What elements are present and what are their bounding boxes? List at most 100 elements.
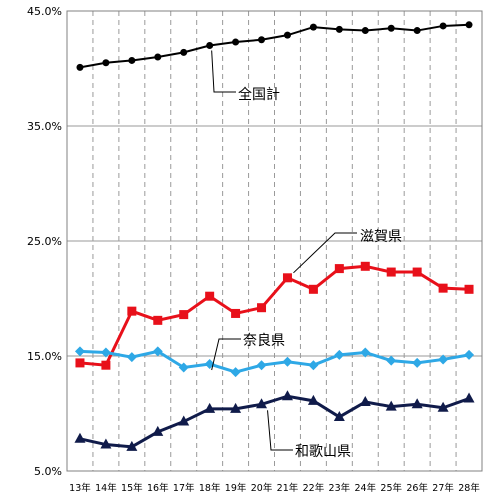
series-2: [74, 346, 475, 378]
data-point: [334, 349, 345, 360]
data-point: [231, 308, 241, 318]
leader-nara: [211, 338, 241, 371]
x-tick-label: 27年: [432, 482, 454, 494]
annotations: 全国計 滋賀県 奈良県 和歌山県: [211, 50, 402, 460]
data-point: [257, 303, 267, 313]
data-point: [258, 36, 266, 44]
data-point: [309, 23, 317, 31]
data-point: [256, 360, 267, 371]
y-tick-label: 5.0%: [34, 465, 62, 478]
x-tick-label: 16年: [147, 482, 169, 494]
data-point: [464, 284, 474, 294]
x-tick-label: 23年: [329, 482, 351, 494]
data-point: [232, 38, 240, 46]
data-point: [412, 357, 423, 368]
data-point: [153, 315, 163, 325]
series-line: [79, 264, 470, 367]
data-point: [206, 42, 214, 49]
x-tick-label: 17年: [173, 482, 195, 494]
series-label-nara: 奈良県: [243, 333, 285, 349]
x-axis: 13年 14年 15年 16年 17年 18年 19年 20年 21年 22年 23年 24年 25年 2…: [69, 482, 480, 494]
series-label-wakayama: 和歌山県: [295, 444, 351, 460]
data-point: [413, 27, 421, 35]
x-tick-label: 18年: [199, 482, 221, 494]
data-point: [437, 401, 449, 412]
x-tick-label: 19年: [225, 482, 247, 494]
x-tick-label: 28年: [458, 482, 480, 494]
data-point: [386, 355, 397, 366]
series-label-all-japan: 全国計: [238, 86, 280, 103]
data-point: [126, 352, 137, 363]
data-point: [178, 362, 189, 373]
x-tick-label: 15年: [121, 482, 143, 494]
data-point: [127, 306, 137, 316]
data-point: [282, 356, 293, 367]
data-point: [178, 415, 190, 426]
series-label-shiga: 滋賀県: [360, 229, 402, 245]
data-point: [438, 283, 448, 293]
data-point: [307, 394, 319, 405]
data-point: [152, 346, 163, 357]
data-point: [387, 24, 395, 32]
series-line: [79, 394, 470, 449]
data-point: [282, 273, 292, 283]
series-1: [75, 261, 474, 370]
data-point: [334, 264, 344, 274]
data-point: [180, 48, 188, 56]
data-point: [308, 284, 318, 294]
data-point: [439, 22, 447, 30]
series-line: [79, 349, 470, 374]
data-point: [386, 267, 396, 277]
leader-all-japan: [211, 50, 236, 93]
data-point: [333, 410, 345, 421]
series-line: [79, 23, 470, 69]
data-point: [464, 349, 475, 360]
leader-shiga: [293, 232, 357, 274]
plot-border: [66, 10, 483, 472]
data-point: [360, 261, 370, 271]
data-point: [152, 425, 164, 436]
data-point: [361, 27, 369, 35]
data-point: [74, 346, 85, 357]
x-tick-label: 24年: [354, 482, 376, 494]
y-axis: 5.0% 15.0% 25.0% 35.0% 45.0%: [27, 5, 62, 478]
series-layer: [74, 21, 475, 451]
data-point: [100, 347, 111, 358]
series-0: [76, 21, 473, 71]
data-point: [335, 25, 343, 33]
data-point: [101, 360, 111, 370]
data-point: [75, 358, 85, 368]
data-point: [230, 367, 241, 378]
data-point: [385, 400, 397, 411]
data-point: [154, 53, 162, 61]
data-point: [179, 310, 189, 320]
y-tick-label: 35.0%: [27, 120, 62, 133]
x-tick-label: 22年: [303, 482, 325, 494]
data-point: [463, 392, 475, 403]
data-point: [204, 402, 216, 413]
data-point: [126, 440, 138, 451]
data-point: [465, 21, 473, 29]
x-tick-label: 13年: [69, 482, 91, 494]
y-tick-label: 15.0%: [27, 350, 62, 363]
x-tick-label: 25年: [380, 482, 402, 494]
data-point: [438, 354, 449, 365]
data-point: [360, 347, 371, 358]
data-point: [256, 398, 268, 409]
data-point: [283, 31, 291, 39]
data-point: [128, 56, 136, 64]
data-point: [205, 291, 215, 301]
y-tick-label: 45.0%: [27, 5, 62, 18]
data-point: [412, 267, 422, 277]
x-tick-label: 14年: [95, 482, 117, 494]
x-tick-label: 26年: [406, 482, 428, 494]
data-point: [76, 63, 84, 71]
data-point: [100, 438, 112, 449]
data-point: [308, 360, 319, 371]
series-3: [74, 390, 475, 451]
y-tick-label: 25.0%: [27, 235, 62, 248]
data-point: [359, 396, 371, 406]
grid: [66, 10, 483, 472]
data-point: [74, 432, 86, 443]
